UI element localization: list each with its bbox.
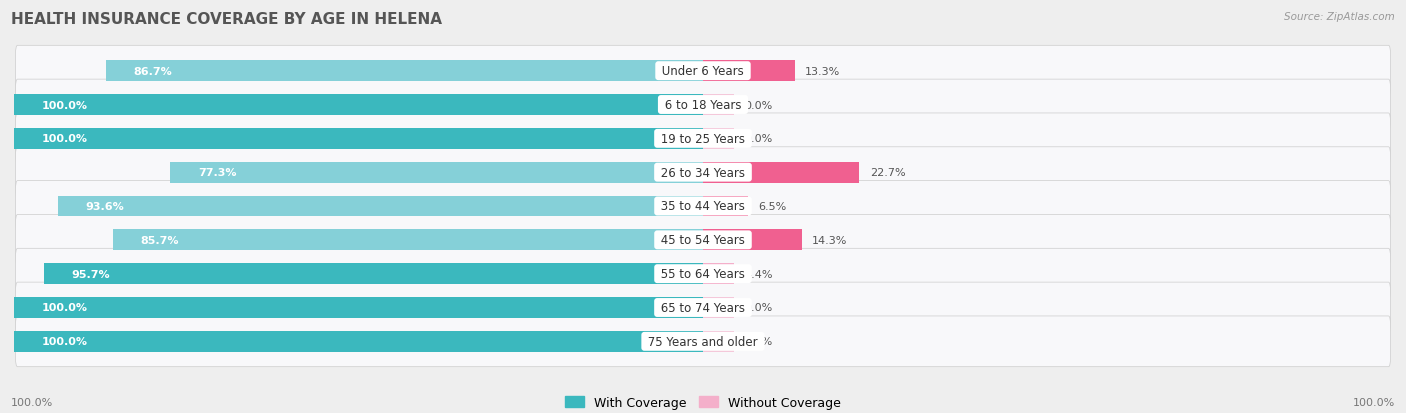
Text: 0.0%: 0.0%: [744, 337, 772, 347]
Bar: [703, 128, 734, 150]
Text: 0.0%: 0.0%: [744, 303, 772, 313]
Text: 100.0%: 100.0%: [42, 134, 87, 144]
Legend: With Coverage, Without Coverage: With Coverage, Without Coverage: [561, 391, 845, 413]
Text: 0.0%: 0.0%: [744, 134, 772, 144]
Text: HEALTH INSURANCE COVERAGE BY AGE IN HELENA: HEALTH INSURANCE COVERAGE BY AGE IN HELE…: [11, 12, 443, 27]
Bar: [703, 230, 801, 251]
Bar: [703, 61, 794, 82]
FancyBboxPatch shape: [15, 249, 1391, 299]
Bar: [170, 162, 703, 183]
Bar: [703, 263, 734, 285]
Text: 65 to 74 Years: 65 to 74 Years: [657, 301, 749, 314]
Text: 45 to 54 Years: 45 to 54 Years: [657, 234, 749, 247]
Text: 100.0%: 100.0%: [42, 303, 87, 313]
Bar: [112, 230, 703, 251]
Text: 95.7%: 95.7%: [72, 269, 110, 279]
FancyBboxPatch shape: [15, 215, 1391, 266]
Bar: [14, 95, 703, 116]
Bar: [58, 196, 703, 217]
Bar: [14, 297, 703, 318]
Bar: [105, 61, 703, 82]
Bar: [703, 95, 734, 116]
Bar: [14, 331, 703, 352]
Text: 6 to 18 Years: 6 to 18 Years: [661, 99, 745, 112]
Text: 4.4%: 4.4%: [744, 269, 773, 279]
Text: 35 to 44 Years: 35 to 44 Years: [657, 200, 749, 213]
FancyBboxPatch shape: [15, 46, 1391, 97]
Text: 100.0%: 100.0%: [1353, 397, 1395, 407]
Text: 6.5%: 6.5%: [758, 202, 786, 211]
Text: 55 to 64 Years: 55 to 64 Years: [657, 268, 749, 280]
FancyBboxPatch shape: [15, 147, 1391, 198]
Text: 86.7%: 86.7%: [134, 66, 172, 76]
Text: 0.0%: 0.0%: [744, 100, 772, 110]
FancyBboxPatch shape: [15, 316, 1391, 367]
Text: 13.3%: 13.3%: [806, 66, 841, 76]
Bar: [14, 128, 703, 150]
Text: 85.7%: 85.7%: [141, 235, 179, 245]
Bar: [703, 162, 859, 183]
Text: 100.0%: 100.0%: [11, 397, 53, 407]
Text: 75 Years and older: 75 Years and older: [644, 335, 762, 348]
FancyBboxPatch shape: [15, 282, 1391, 333]
FancyBboxPatch shape: [15, 80, 1391, 131]
Text: 100.0%: 100.0%: [42, 337, 87, 347]
Text: Source: ZipAtlas.com: Source: ZipAtlas.com: [1284, 12, 1395, 22]
Text: 77.3%: 77.3%: [198, 168, 236, 178]
FancyBboxPatch shape: [15, 181, 1391, 232]
Text: 22.7%: 22.7%: [870, 168, 905, 178]
Text: 14.3%: 14.3%: [811, 235, 848, 245]
FancyBboxPatch shape: [15, 114, 1391, 164]
Bar: [44, 263, 703, 285]
Text: 19 to 25 Years: 19 to 25 Years: [657, 133, 749, 145]
Text: Under 6 Years: Under 6 Years: [658, 65, 748, 78]
Bar: [703, 331, 734, 352]
Text: 26 to 34 Years: 26 to 34 Years: [657, 166, 749, 179]
Text: 93.6%: 93.6%: [86, 202, 125, 211]
Bar: [703, 297, 734, 318]
Bar: [703, 196, 748, 217]
Text: 100.0%: 100.0%: [42, 100, 87, 110]
